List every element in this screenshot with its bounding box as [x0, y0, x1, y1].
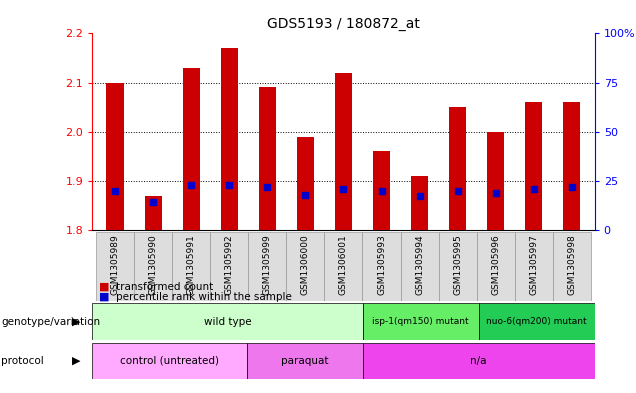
Bar — [259, 88, 276, 230]
Bar — [248, 232, 286, 301]
Bar — [439, 232, 476, 301]
Text: paraquat: paraquat — [281, 356, 329, 366]
Bar — [563, 102, 581, 230]
Bar — [211, 232, 248, 301]
Bar — [335, 73, 352, 230]
Text: n/a: n/a — [471, 356, 487, 366]
Text: GSM1305995: GSM1305995 — [453, 234, 462, 295]
Bar — [553, 232, 591, 301]
Text: ■: ■ — [99, 292, 109, 302]
Bar — [411, 176, 428, 230]
Bar — [172, 232, 211, 301]
Bar — [247, 343, 363, 379]
Text: GSM1305989: GSM1305989 — [111, 234, 120, 295]
Text: GSM1305996: GSM1305996 — [491, 234, 500, 295]
Bar — [96, 232, 134, 301]
Bar — [515, 232, 553, 301]
Text: GSM1305998: GSM1305998 — [567, 234, 576, 295]
Text: ▶: ▶ — [72, 356, 81, 366]
Bar — [92, 303, 363, 340]
Text: transformed count: transformed count — [116, 282, 214, 292]
Text: protocol: protocol — [1, 356, 44, 366]
Bar — [363, 343, 595, 379]
Text: GSM1305994: GSM1305994 — [415, 234, 424, 295]
Bar — [324, 232, 363, 301]
Bar — [373, 151, 390, 230]
Bar — [144, 195, 162, 230]
Bar — [363, 303, 479, 340]
Text: GSM1305997: GSM1305997 — [529, 234, 538, 295]
Text: GSM1305991: GSM1305991 — [187, 234, 196, 295]
Bar — [479, 303, 595, 340]
Bar — [106, 83, 123, 230]
Title: GDS5193 / 180872_at: GDS5193 / 180872_at — [267, 17, 420, 31]
Bar — [525, 102, 543, 230]
Text: GSM1306001: GSM1306001 — [339, 234, 348, 295]
Bar — [221, 48, 238, 230]
Bar — [487, 132, 504, 230]
Text: isp-1(qm150) mutant: isp-1(qm150) mutant — [373, 317, 469, 326]
Text: ▶: ▶ — [72, 317, 81, 327]
Text: ■: ■ — [99, 282, 109, 292]
Bar — [476, 232, 515, 301]
Text: GSM1305990: GSM1305990 — [149, 234, 158, 295]
Bar — [401, 232, 439, 301]
Bar — [449, 107, 466, 230]
Bar — [363, 232, 401, 301]
Bar — [92, 343, 247, 379]
Text: GSM1306000: GSM1306000 — [301, 234, 310, 295]
Text: percentile rank within the sample: percentile rank within the sample — [116, 292, 293, 302]
Bar — [183, 68, 200, 230]
Bar — [134, 232, 172, 301]
Text: GSM1305993: GSM1305993 — [377, 234, 386, 295]
Text: GSM1305992: GSM1305992 — [225, 234, 234, 295]
Text: genotype/variation: genotype/variation — [1, 317, 100, 327]
Bar — [286, 232, 324, 301]
Bar — [297, 136, 314, 230]
Text: nuo-6(qm200) mutant: nuo-6(qm200) mutant — [487, 317, 587, 326]
Text: GSM1305999: GSM1305999 — [263, 234, 272, 295]
Text: wild type: wild type — [204, 317, 251, 327]
Text: control (untreated): control (untreated) — [120, 356, 219, 366]
